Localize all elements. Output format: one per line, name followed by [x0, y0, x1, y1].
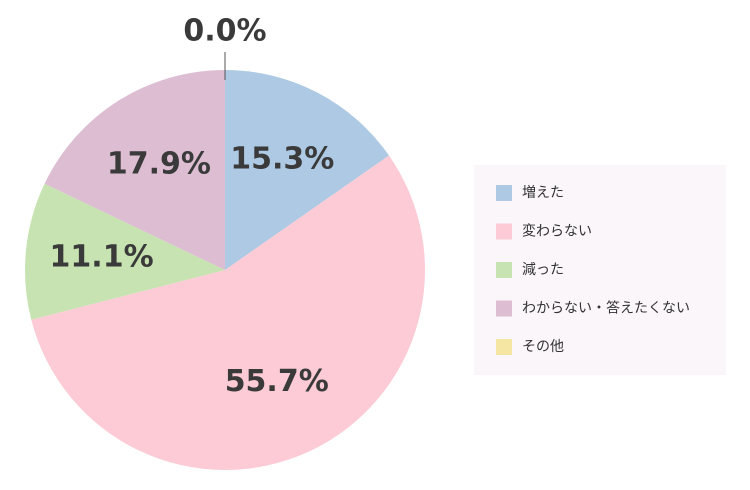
legend-label: その他	[522, 339, 564, 355]
pie-slice	[44, 70, 225, 270]
legend-swatch	[496, 262, 512, 278]
legend-swatch	[496, 300, 512, 317]
data-label: 0.0%	[183, 14, 266, 49]
pie-slice	[225, 70, 389, 270]
data-label: 55.7%	[225, 364, 329, 399]
legend-label: 増えた	[522, 185, 564, 201]
data-label: 15.3%	[230, 142, 334, 177]
legend-swatch	[496, 185, 512, 201]
legend-label: 減った	[522, 261, 564, 278]
pie-slice	[31, 155, 426, 471]
pie-slice	[25, 183, 226, 320]
legend-label: 変わらない	[522, 223, 592, 240]
legend-swatch	[496, 339, 512, 355]
legend-swatch	[496, 223, 512, 240]
data-label: 11.1%	[50, 239, 154, 274]
legend-label: わからない・答えたくない	[522, 300, 690, 317]
data-label: 17.9%	[107, 147, 211, 182]
legend-box	[474, 165, 726, 375]
